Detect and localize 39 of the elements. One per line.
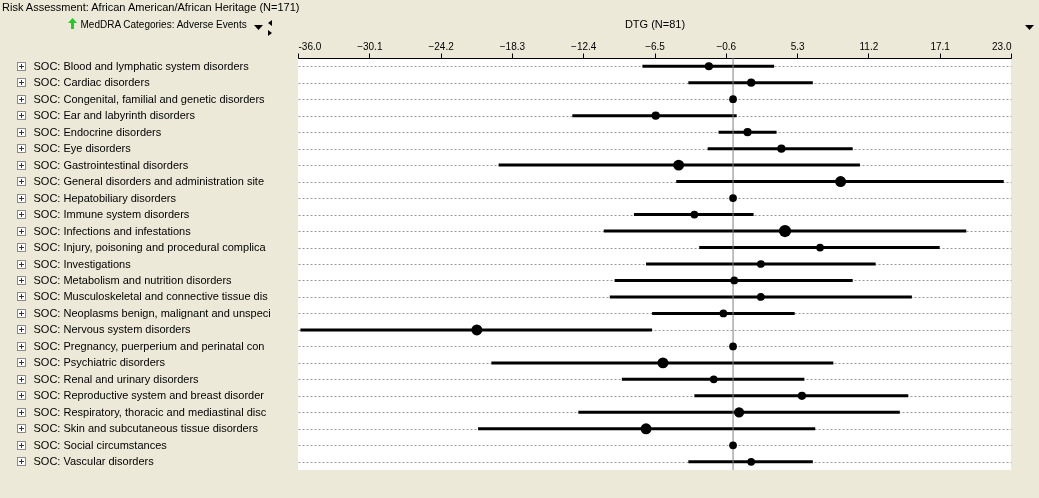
x-tick-label: −24.2 [428,40,455,52]
x-tick-label: −6.5 [645,40,666,52]
x-tick-label: -36.0 [298,40,322,52]
y-tick-label: SOC: Renal and urinary disorders [33,372,200,385]
y-tick-label: SOC: Eye disorders [33,142,132,155]
y-tick-label: SOC: General disorders and administration site [33,175,264,188]
y-axis-title: MedDRA Categories: Adverse Events [80,18,247,30]
y-tick-label: SOC: Social circumstances [33,438,168,451]
y-tick-label: SOC: Psychiatric disorders [33,356,166,369]
y-tick-label: SOC: Cardiac disorders [33,76,151,89]
y-tick-label: SOC: Vascular disorders [33,455,155,468]
y-tick-label: SOC: Musculoskeletal and connective tissue dis [33,290,269,303]
y-tick-label: SOC: Respiratory, thoracic and mediastinal disc [33,405,267,418]
y-tick-label: SOC: Hepatobiliary disorders [33,191,177,204]
x-tick-label: −12.4 [571,40,597,52]
y-tick-label: SOC: Blood and lymphatic system disorders [33,59,250,72]
y-tick-label: SOC: Reproductive system and breast disorder [33,389,265,402]
y-tick-label: SOC: Endocrine disorders [33,125,162,138]
x-tick-label: 23.0 [992,40,1012,52]
y-tick-label: SOC: Nervous system disorders [33,323,192,336]
y-tick-label: SOC: Injury, poisoning and procedural complica [33,241,267,254]
y-tick-label: SOC: Neoplasms benign, malignant and unspeci [33,306,271,319]
x-tick-label: 11.2 [859,40,879,52]
x-tick-label: 5.3 [790,40,805,52]
x-axis-title: DTG (N=81) [624,17,686,30]
x-tick-label: −0.6 [716,40,737,52]
x-tick-label: 17.1 [930,40,951,52]
y-tick-label: SOC: Investigations [33,257,132,270]
x-tick-label: −30.1 [357,40,383,52]
text: Risk Assessment: African American/African Heritage (N=171) [2,1,300,13]
y-tick-label: SOC: Pregnancy, puerperium and perinatal con [33,339,265,352]
y-tick-label: SOC: Immune system disorders [33,208,190,221]
x-tick-label: −18.3 [499,40,526,52]
y-tick-label: SOC: Ear and labyrinth disorders [33,109,196,122]
y-tick-label: SOC: Infections and infestations [33,224,192,237]
y-tick-label: SOC: Skin and subcutaneous tissue disorders [33,422,259,435]
y-tick-label: SOC: Metabolism and nutrition disorders [33,273,233,286]
y-tick-label: SOC: Congenital, familial and genetic disorders [33,92,266,105]
y-tick-label: SOC: Gastrointestinal disorders [33,158,189,171]
